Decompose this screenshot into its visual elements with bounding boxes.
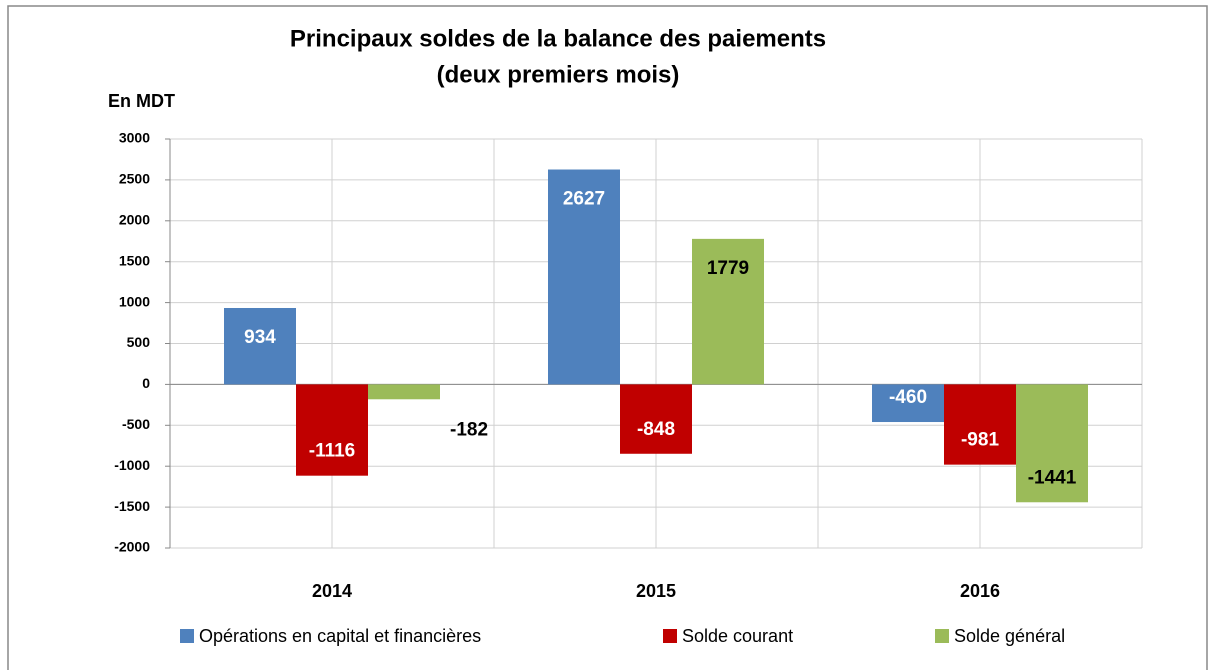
y-tick-label: 500: [127, 334, 151, 350]
y-tick-label: 0: [142, 375, 150, 391]
value-label: -182: [450, 419, 488, 440]
bar: [620, 384, 692, 454]
x-tick-label: 2014: [312, 581, 352, 601]
y-tick-label: 3000: [119, 130, 150, 146]
legend-label: Opérations en capital et financières: [199, 626, 481, 646]
y-tick-label: 2500: [119, 171, 150, 187]
bar: [548, 169, 620, 385]
legend-swatch: [663, 629, 677, 643]
x-tick-label: 2015: [636, 581, 676, 601]
value-label: -460: [889, 387, 927, 408]
bar: [944, 384, 1016, 465]
value-label: 1779: [707, 258, 749, 279]
value-label: -981: [961, 430, 999, 451]
legend-label: Solde courant: [682, 626, 793, 646]
y-tick-label: 1000: [119, 293, 150, 309]
y-axis-label: En MDT: [108, 91, 175, 111]
legend-label: Solde général: [954, 626, 1065, 646]
chart-subtitle: (deux premiers mois): [437, 61, 680, 88]
y-tick-label: 2000: [119, 212, 150, 228]
y-tick-label: -500: [122, 416, 150, 432]
bar: [368, 384, 440, 400]
legend-swatch: [935, 629, 949, 643]
value-label: -848: [637, 419, 675, 440]
y-tick-label: -1000: [114, 457, 150, 473]
value-label: -1116: [309, 441, 356, 462]
x-tick-label: 2016: [960, 581, 1000, 601]
value-label: -1441: [1028, 467, 1077, 488]
y-tick-label: 1500: [119, 252, 150, 268]
chart-title: Principaux soldes de la balance des paie…: [290, 25, 826, 52]
y-tick-label: -2000: [114, 539, 150, 555]
bar: [1016, 384, 1088, 503]
value-label: 934: [244, 327, 276, 348]
legend-swatch: [180, 629, 194, 643]
bar: [872, 384, 944, 423]
bar: [224, 307, 296, 385]
bar: [692, 238, 764, 385]
bar: [296, 384, 368, 476]
value-label: 2627: [563, 189, 605, 210]
y-tick-label: -1500: [114, 498, 150, 514]
